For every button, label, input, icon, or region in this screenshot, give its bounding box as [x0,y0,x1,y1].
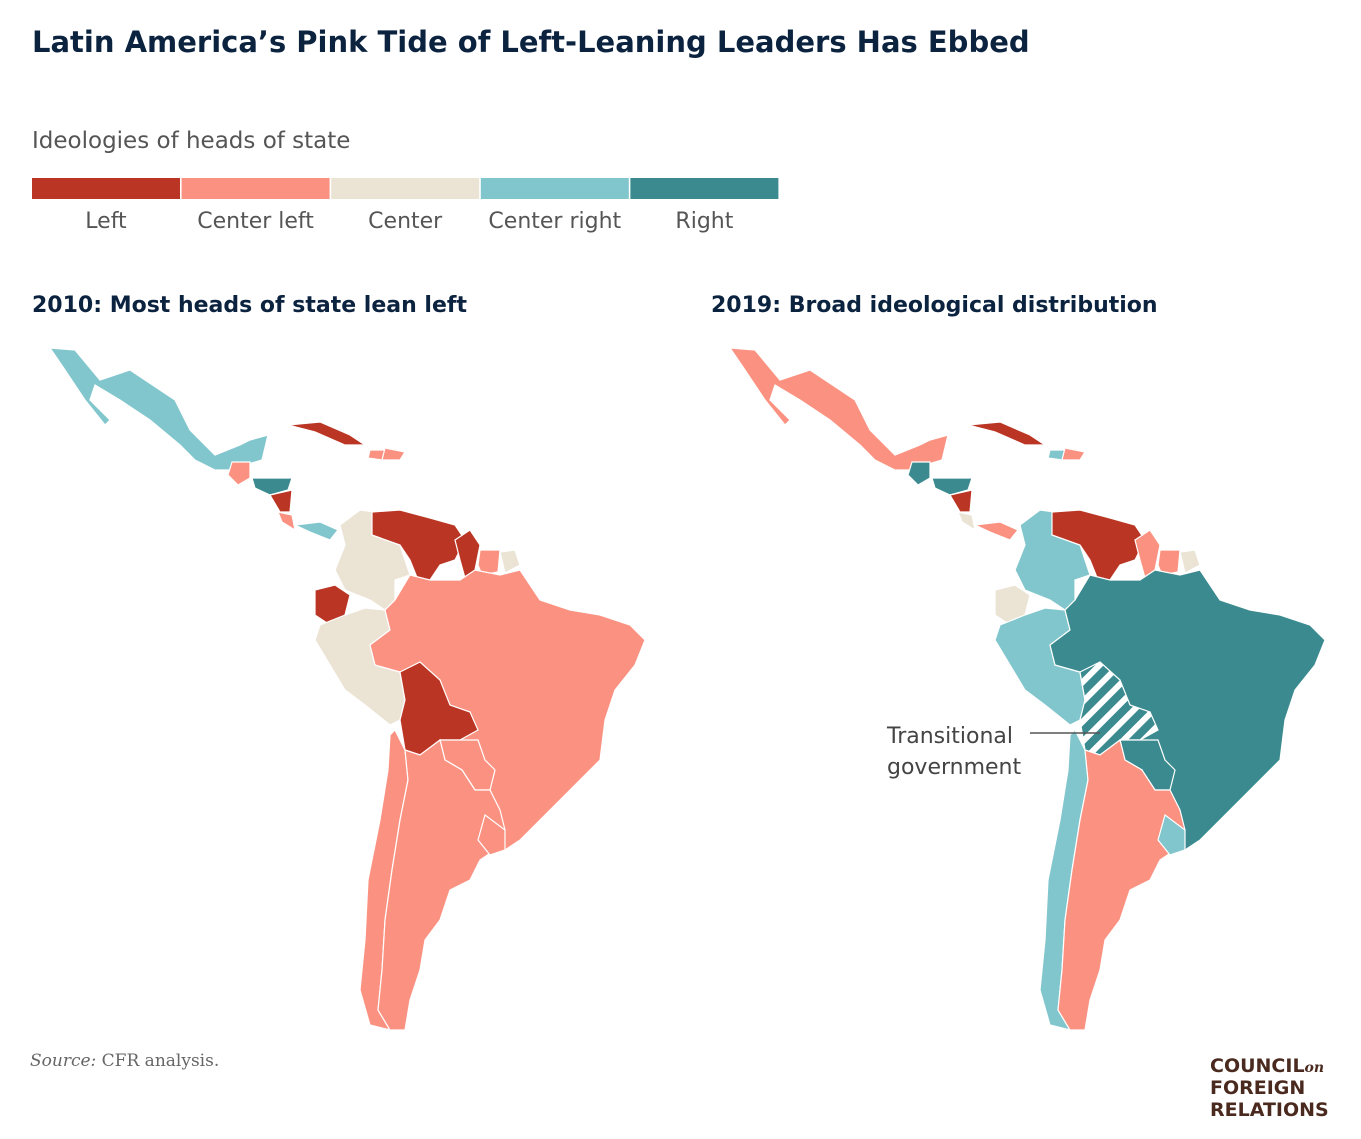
country [1179,549,1201,574]
country [907,461,931,486]
country [227,461,251,486]
country [377,738,506,1031]
country [277,511,296,532]
legend-title: Ideologies of heads of state [32,128,350,154]
source-label: Source: [30,1051,96,1071]
legend-label: Center [368,209,443,234]
logo-word: on [1305,1060,1325,1076]
country [728,347,949,471]
logo-line: FOREIGN [1210,1077,1305,1099]
logo: COUNCILon FOREIGN RELATIONS [1210,1055,1329,1121]
map-title: 2019: Broad ideological distribution [711,293,1158,318]
country [499,549,521,574]
country [477,813,506,856]
logo-line: RELATIONS [1210,1099,1329,1121]
legend-swatch [331,178,480,199]
country [292,521,339,541]
legend: Left Center left Center Center right Right [32,178,779,234]
legend-swatch [480,178,629,199]
country [48,347,269,471]
country [967,421,1047,446]
map-title: 2010: Most heads of state lean left [32,293,467,318]
country [1061,447,1086,461]
legend-label: Right [675,209,733,234]
annotation-line: Transitional [886,724,1013,749]
country [972,521,1019,541]
country [1057,738,1186,1031]
country [287,421,367,446]
country [1157,813,1186,856]
country [371,509,466,581]
country [269,489,293,513]
legend-label: Left [85,209,127,234]
source-text: CFR analysis. [102,1051,220,1071]
legend-swatch [32,178,180,199]
country [949,489,973,513]
country [1051,509,1146,581]
source: Source: CFR analysis. [30,1051,219,1071]
legend-swatch [181,178,330,199]
legend-label: Center left [197,209,314,234]
map [728,347,1326,1031]
logo-word: COUNCIL [1210,1055,1305,1077]
logo-line: COUNCILon [1210,1055,1324,1077]
annotation-line: government [887,755,1021,780]
country [381,447,406,461]
legend-swatch [630,178,779,199]
annotation: Transitional government [886,724,1021,780]
legend-label: Center right [488,209,621,234]
title: Latin America’s Pink Tide of Left-Leanin… [32,25,1030,59]
country [957,511,976,532]
map [48,347,646,1031]
